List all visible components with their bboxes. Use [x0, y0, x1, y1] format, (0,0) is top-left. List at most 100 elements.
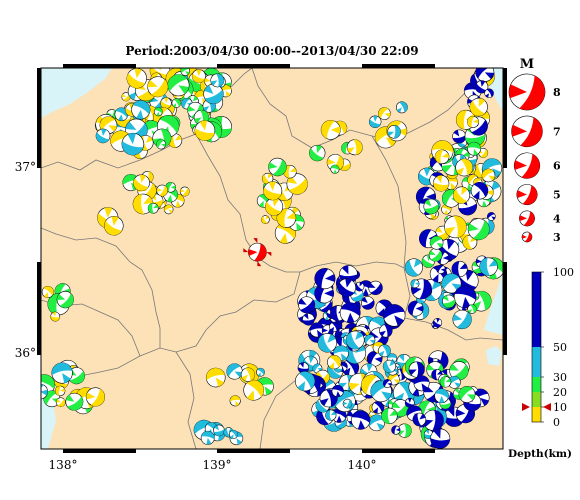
focal-mechanism-marker [395, 101, 408, 114]
focal-mechanism-marker [327, 355, 342, 370]
magnitude-legend-ball [508, 73, 546, 111]
highlight-pointer [253, 238, 258, 244]
magnitude-legend-ball [521, 231, 533, 243]
focal-mechanism-marker [156, 184, 168, 197]
focal-mechanism-marker [368, 280, 383, 296]
focal-mechanism-marker [391, 425, 401, 435]
focal-mechanism-marker [364, 334, 376, 346]
depth-scale-title: Depth(km) [508, 448, 572, 460]
focal-mechanism-marker [428, 248, 443, 262]
focal-mechanism-marker [345, 330, 365, 350]
magnitude-legend-label: 7 [553, 125, 561, 138]
focal-mechanism-marker [256, 367, 265, 377]
focal-mechanism-marker [133, 174, 150, 192]
focal-mechanism-marker [121, 92, 131, 102]
focal-mechanism-marker [366, 350, 383, 367]
focal-mechanism-marker [429, 235, 444, 250]
focal-mechanism-marker [314, 268, 336, 290]
focal-mechanism-marker [449, 361, 469, 381]
focal-mechanism-marker [458, 386, 476, 403]
focal-mechanism-marker [121, 132, 145, 156]
depth-tick-label: 20 [553, 386, 567, 399]
frame-tick-bars [37, 64, 507, 453]
focal-mechanism-marker [95, 128, 111, 144]
focal-mechanism-marker [484, 88, 494, 99]
focal-mechanism-marker [404, 258, 423, 277]
focal-mechanism-marker [432, 175, 450, 192]
focal-mechanism-marker [479, 257, 498, 276]
depth-tick-label: 100 [553, 266, 574, 279]
focal-mechanism-marker [382, 304, 406, 327]
frame-tick-segment [503, 68, 507, 168]
depth-band [532, 272, 541, 347]
focal-mechanism-marker [410, 279, 420, 289]
sea-area-east [484, 270, 503, 335]
focal-mechanism-marker [317, 333, 337, 353]
highlighted-event-marker [248, 242, 267, 262]
magnitude-legend-label: 8 [553, 86, 561, 99]
focal-mechanism-marker [309, 322, 325, 338]
focal-mechanism-marker [467, 304, 477, 314]
focal-mechanism-marker [378, 344, 391, 358]
focal-mechanism-marker [351, 410, 371, 430]
frame-tick-segment [63, 449, 136, 453]
focal-mechanism-marker [167, 74, 190, 97]
focal-mechanism-marker [386, 353, 398, 364]
focal-mechanism-marker [378, 107, 391, 120]
depth-band [532, 392, 541, 407]
map-area [41, 68, 503, 449]
focal-mechanism-marker [451, 260, 468, 278]
focal-mechanism-marker [160, 97, 172, 109]
frame-tick-segment [362, 64, 435, 68]
magnitude-legend-ball [511, 115, 543, 148]
magnitude-legend-ball [513, 152, 541, 179]
focal-mechanism-marker [467, 115, 480, 128]
focal-mechanism-marker [441, 273, 462, 294]
focal-mechanism-marker [381, 407, 398, 425]
focal-mechanism-marker [54, 385, 66, 397]
focal-mechanism-marker [432, 318, 443, 328]
focal-mechanism-marker [268, 157, 287, 177]
lake [486, 346, 502, 366]
focal-mechanism-marker [261, 215, 270, 224]
focal-mechanism-markers [41, 68, 503, 449]
focal-mechanism-marker [55, 397, 66, 408]
focal-mechanism-marker [295, 371, 316, 392]
focal-mechanism-marker [413, 375, 430, 392]
depth-band [532, 347, 541, 377]
focal-mechanism-marker [126, 68, 147, 89]
focal-mechanism-marker [330, 164, 340, 174]
focal-mechanism-marker [155, 139, 167, 150]
focal-mechanism-marker [205, 367, 226, 388]
focal-mechanism-marker [131, 100, 151, 120]
focal-mechanism-marker [329, 321, 340, 332]
focal-mechanism-marker [51, 362, 73, 384]
focal-mechanism-marker [243, 379, 265, 401]
focal-mechanism-marker [382, 359, 396, 373]
focal-mechanism-marker [467, 218, 490, 241]
focal-mechanism-marker [339, 302, 361, 324]
focal-mechanism-marker [387, 125, 401, 139]
focal-mechanism-marker [442, 294, 456, 308]
highlight-pointer [243, 248, 249, 253]
depth-band [532, 407, 541, 422]
focal-mechanism-marker [56, 291, 74, 309]
focal-mechanism-marker [422, 409, 444, 431]
focal-mechanism-marker [423, 198, 439, 215]
highlighted-event [243, 238, 272, 267]
frame-tick-segment [362, 449, 435, 453]
depth-marker-left [522, 403, 530, 411]
focal-mechanism-marker [379, 324, 393, 338]
depth-tick-label: 50 [553, 341, 567, 354]
focal-mechanism-marker [434, 388, 449, 404]
focal-mechanism-marker [314, 283, 335, 304]
map-title: Period:2003/04/30 00:00--2013/04/30 22:0… [125, 44, 418, 58]
focal-mechanism-marker [412, 412, 427, 427]
focal-mechanism-marker [337, 278, 356, 297]
focal-mechanism-marker [486, 212, 496, 221]
focal-mechanism-marker [368, 115, 382, 128]
focal-mechanism-marker [263, 181, 283, 201]
focal-mechanism-marker [469, 97, 488, 117]
focal-mechanism-marker [147, 76, 169, 98]
